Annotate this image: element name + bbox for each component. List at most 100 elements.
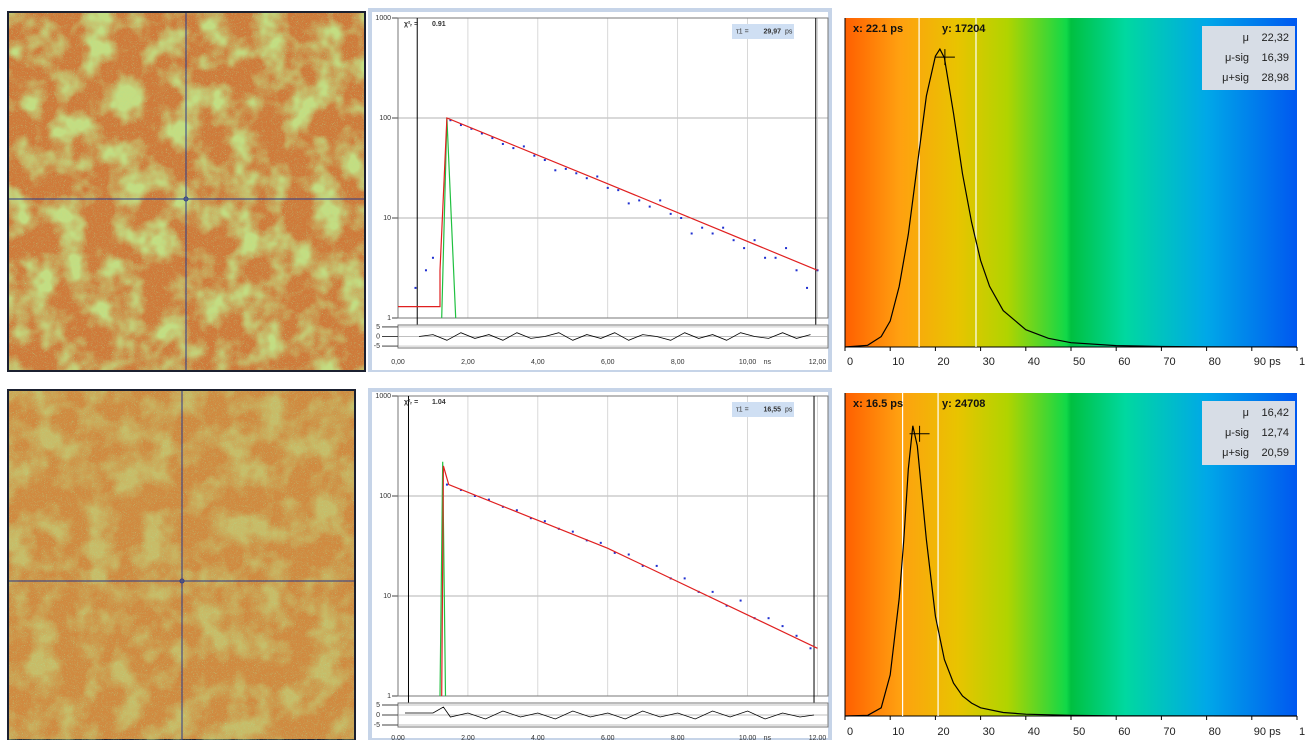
x-tick-label: 4,00 xyxy=(531,359,545,366)
x-tick-label: 12,00 xyxy=(809,359,827,366)
data-point xyxy=(732,239,735,242)
data-point xyxy=(627,553,630,556)
y-tick-label: 1 xyxy=(387,693,391,700)
data-point xyxy=(470,127,473,130)
data-point xyxy=(781,625,784,628)
data-point xyxy=(491,137,494,140)
irf-line xyxy=(439,461,447,697)
residual-tick-label: -5 xyxy=(374,343,380,350)
data-point xyxy=(669,212,672,215)
data-point xyxy=(473,495,476,497)
y-tick-label: 10 xyxy=(383,593,391,600)
x-tick-label: 8,00 xyxy=(671,359,685,366)
data-point xyxy=(816,269,819,272)
data-point xyxy=(690,232,693,235)
data-point xyxy=(785,247,788,250)
x-unit: ns xyxy=(764,735,772,740)
data-point xyxy=(424,269,427,272)
x-tick-label: 80 xyxy=(1209,356,1221,368)
x-tick-label: 12,00 xyxy=(809,735,827,740)
data-point xyxy=(806,286,809,289)
data-point xyxy=(564,167,567,170)
data-point xyxy=(743,247,746,250)
data-point xyxy=(680,217,683,219)
x-tick-label: 60 xyxy=(1118,356,1130,368)
y-tick-label: 100 xyxy=(379,493,391,500)
data-point xyxy=(701,226,704,229)
data-point xyxy=(575,172,578,175)
data-point xyxy=(543,520,546,523)
x-tick-label: 0 xyxy=(847,726,853,738)
tau-value: 29,97 xyxy=(763,28,781,35)
x-tick-label: 20 xyxy=(937,726,949,738)
residual-tick-label: 0 xyxy=(376,333,380,340)
data-point xyxy=(739,599,742,602)
cursor-x: x: 22.1 ps xyxy=(853,23,903,35)
histogram-line xyxy=(844,47,1298,348)
x-tick-label: 0,00 xyxy=(391,359,405,366)
tau-unit: ps xyxy=(785,28,793,35)
chi-label: χ²ᵣ = xyxy=(404,399,418,406)
data-point xyxy=(596,175,599,178)
tau-unit: ps xyxy=(785,406,793,413)
data-point xyxy=(480,132,483,135)
data-point xyxy=(795,269,798,272)
panel-background xyxy=(372,392,828,738)
data-point xyxy=(487,498,490,501)
data-point xyxy=(711,590,714,593)
data-point xyxy=(627,202,630,205)
x-tick-label: 40 xyxy=(1028,726,1040,738)
cursor-x: x: 16.5 ps xyxy=(853,398,903,410)
x-tick-label: 100 xyxy=(1299,726,1305,738)
x-tick-label: 30 xyxy=(983,726,995,738)
stat-value: 16,39 xyxy=(1261,52,1289,64)
image-panel xyxy=(7,389,356,740)
x-tick-label: 6,00 xyxy=(601,359,615,366)
chi-label: χ²ᵣ = xyxy=(404,21,418,28)
stat-label: μ xyxy=(1243,407,1249,419)
x-tick-label: 2,00 xyxy=(461,735,475,740)
x-tick-label: 50 xyxy=(1073,356,1085,368)
data-point xyxy=(617,189,620,192)
stat-label: μ xyxy=(1243,32,1249,44)
x-tick-label: 0 xyxy=(847,356,853,368)
x-tick-label: 4,00 xyxy=(531,735,545,740)
panel-background xyxy=(372,12,828,370)
data-point xyxy=(512,147,515,150)
x-unit: ns xyxy=(764,359,772,366)
residual-tick-label: 5 xyxy=(376,702,380,709)
x-tick-label: 70 xyxy=(1163,356,1175,368)
data-point xyxy=(725,604,728,607)
x-tick-label: 10 xyxy=(892,726,904,738)
data-point xyxy=(459,124,462,127)
x-tick-label: 80 xyxy=(1209,726,1221,738)
tau-box xyxy=(732,24,794,39)
stat-value: 20,59 xyxy=(1261,447,1289,459)
crosshair-center xyxy=(183,196,189,202)
data-point xyxy=(711,232,714,235)
x-tick-label: 30 xyxy=(983,356,995,368)
data-point xyxy=(431,256,434,259)
image-panel xyxy=(7,11,366,372)
data-point xyxy=(638,199,641,202)
data-point xyxy=(767,617,770,620)
data-point xyxy=(764,256,767,259)
residual-line xyxy=(418,332,811,341)
stat-label: μ-sig xyxy=(1225,52,1249,64)
cursor-y: y: 17204 xyxy=(942,23,986,35)
data-point xyxy=(641,564,644,567)
fit-line xyxy=(398,117,818,308)
residual-line xyxy=(405,706,815,720)
data-point xyxy=(648,205,651,208)
stat-label: μ-sig xyxy=(1225,427,1249,439)
x-tick-label: 10 xyxy=(892,356,904,368)
data-point xyxy=(655,564,658,567)
x-tick-label: 0,00 xyxy=(391,735,405,740)
data-point xyxy=(449,119,452,122)
y-tick-label: 1000 xyxy=(375,15,391,22)
y-tick-label: 100 xyxy=(379,115,391,122)
data-point xyxy=(515,509,518,512)
fit-line xyxy=(441,465,818,697)
